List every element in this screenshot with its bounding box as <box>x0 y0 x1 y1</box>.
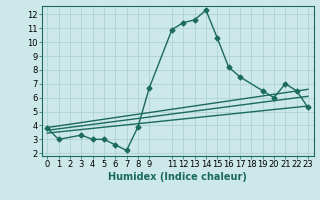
X-axis label: Humidex (Indice chaleur): Humidex (Indice chaleur) <box>108 172 247 182</box>
